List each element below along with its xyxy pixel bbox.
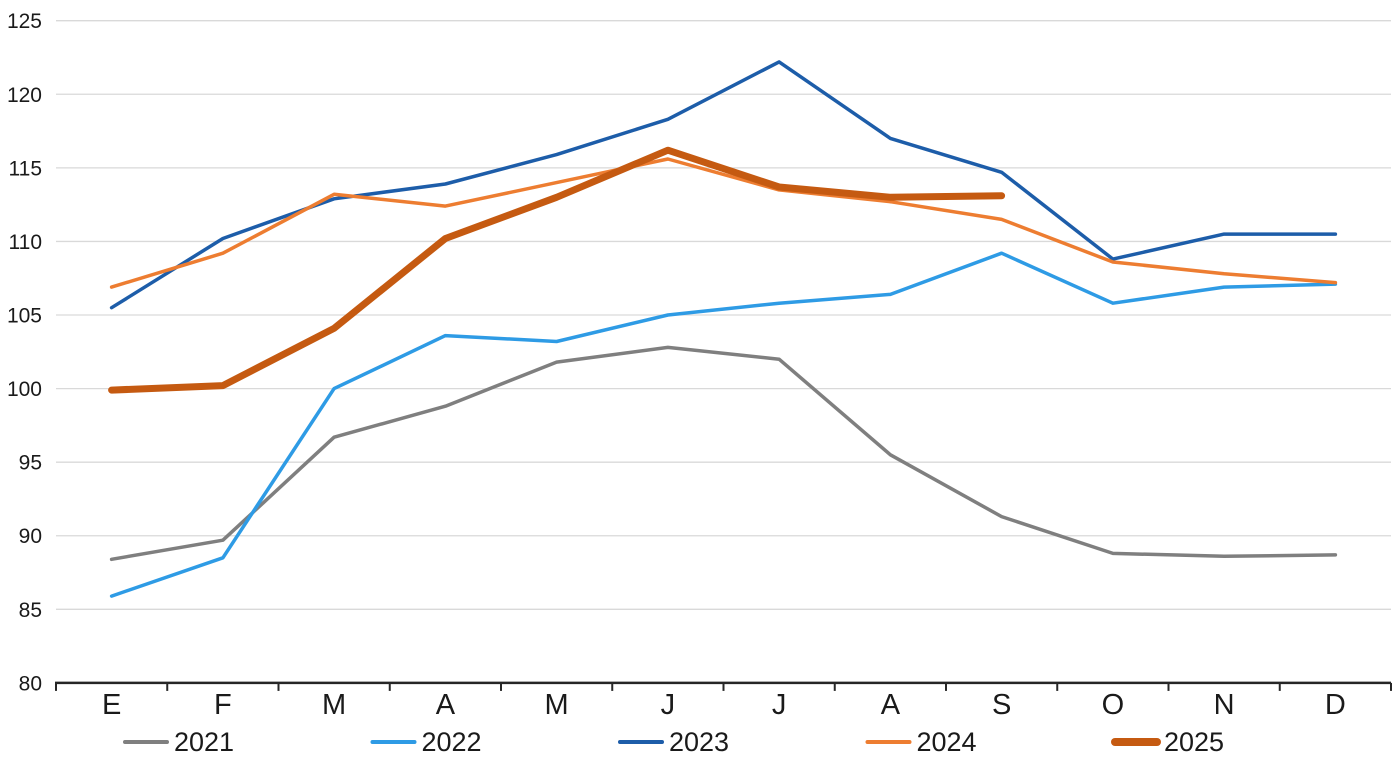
x-axis-label: M (545, 689, 569, 721)
y-axis-tick-label: 125 (7, 10, 42, 33)
series-line-2023[interactable] (109, 60, 1338, 310)
y-axis-tick-label: 115 (9, 157, 42, 180)
legend-item-2022[interactable]: 2022 (370, 727, 482, 757)
y-axis-tick-label: 90 (19, 525, 42, 548)
legend-label-2025: 2025 (1164, 727, 1224, 757)
series-line-2024[interactable] (109, 157, 1338, 289)
legend-item-2025[interactable]: 2025 (1111, 727, 1224, 757)
legend-label-2021: 2021 (174, 727, 234, 757)
legend-label-2022: 2022 (422, 727, 482, 757)
legend-item-2021[interactable]: 2021 (123, 727, 234, 757)
x-axis-label: A (881, 689, 901, 721)
y-axis-tick-label: 110 (9, 231, 42, 254)
x-axis-label: A (436, 689, 456, 721)
x-axis-label: O (1102, 689, 1125, 721)
x-axis-label: S (992, 689, 1011, 721)
legend-item-2024[interactable]: 2024 (865, 727, 977, 757)
legend-label-2024: 2024 (917, 727, 977, 757)
series-line-2025[interactable] (108, 146, 1006, 394)
y-axis-tick-label: 100 (7, 378, 42, 401)
y-axis-tick-label: 105 (7, 305, 42, 328)
x-axis-label: N (1214, 689, 1235, 721)
x-axis-label: J (661, 689, 676, 721)
x-axis-label: F (214, 689, 232, 721)
y-axis-tick-label: 95 (19, 452, 42, 475)
series-line-2022[interactable] (109, 251, 1338, 598)
x-axis-label: J (772, 689, 787, 721)
x-axis-label: E (102, 689, 121, 721)
x-axis-label: D (1325, 689, 1346, 721)
series-line-2021[interactable] (109, 345, 1338, 562)
x-axis-label: M (322, 689, 346, 721)
y-axis-tick-label: 120 (7, 84, 42, 107)
y-axis-tick-label: 85 (19, 599, 42, 622)
legend-item-2023[interactable]: 2023 (618, 727, 729, 757)
legend-label-2023: 2023 (669, 727, 729, 757)
y-axis-tick-label: 80 (19, 672, 42, 695)
